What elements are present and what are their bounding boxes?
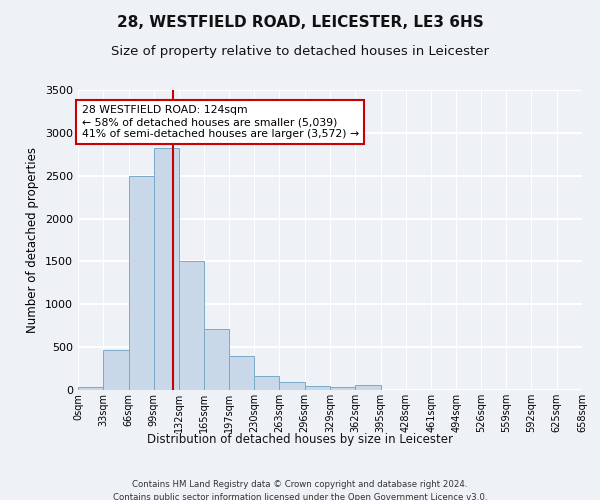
- Bar: [229, 356, 254, 390]
- Bar: [128, 176, 154, 390]
- Bar: [154, 148, 179, 390]
- Y-axis label: Number of detached properties: Number of detached properties: [26, 147, 40, 333]
- Bar: [280, 382, 305, 390]
- Bar: [179, 260, 205, 390]
- Bar: [305, 386, 330, 390]
- Text: Contains HM Land Registry data © Crown copyright and database right 2024.: Contains HM Land Registry data © Crown c…: [132, 480, 468, 489]
- Bar: [355, 385, 380, 390]
- Bar: [103, 350, 128, 390]
- Text: Contains public sector information licensed under the Open Government Licence v3: Contains public sector information licen…: [113, 492, 487, 500]
- Bar: [330, 388, 355, 390]
- Bar: [78, 388, 103, 390]
- Bar: [254, 376, 280, 390]
- Text: Size of property relative to detached houses in Leicester: Size of property relative to detached ho…: [111, 45, 489, 58]
- Bar: [205, 329, 229, 390]
- Text: Distribution of detached houses by size in Leicester: Distribution of detached houses by size …: [147, 432, 453, 446]
- Text: 28 WESTFIELD ROAD: 124sqm
← 58% of detached houses are smaller (5,039)
41% of se: 28 WESTFIELD ROAD: 124sqm ← 58% of detac…: [82, 106, 359, 138]
- Text: 28, WESTFIELD ROAD, LEICESTER, LE3 6HS: 28, WESTFIELD ROAD, LEICESTER, LE3 6HS: [116, 15, 484, 30]
